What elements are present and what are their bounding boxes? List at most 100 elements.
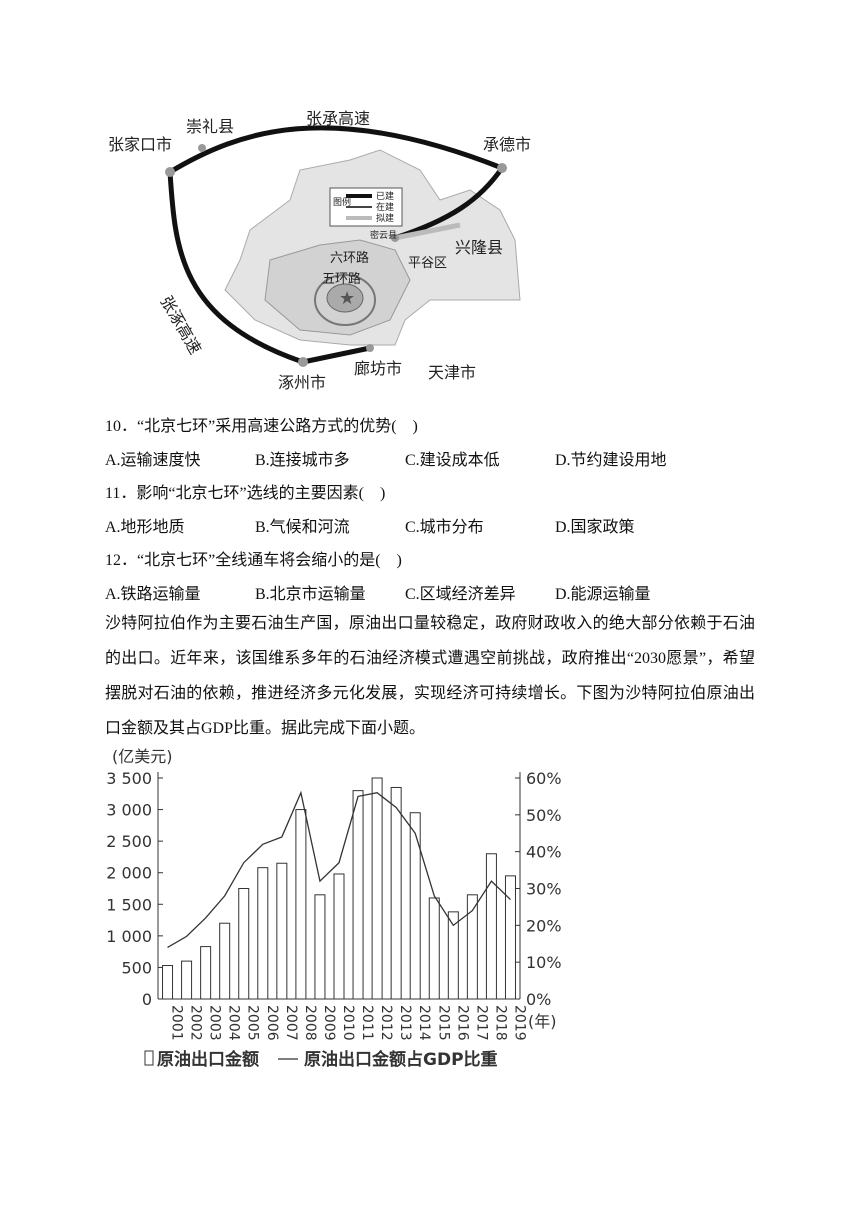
x-tick-label: 2014 <box>416 1005 432 1041</box>
x-tick-label: 2012 <box>378 1005 394 1041</box>
legend-label: 原油出口金额占GDP比重 <box>304 1049 498 1070</box>
y-tick-label: 2 500 <box>106 832 152 851</box>
option: C.建设成本低 <box>405 452 500 469</box>
bar <box>314 894 326 1000</box>
bar <box>238 888 250 1000</box>
bar <box>466 894 478 1000</box>
option: C.区域经济差异 <box>405 586 516 603</box>
x-tick-label: 2003 <box>207 1005 223 1041</box>
x-tick-label: 2001 <box>169 1005 185 1041</box>
bar <box>409 812 421 1000</box>
y-axis-label: (亿美元) <box>112 747 173 766</box>
ring5 <box>326 283 364 313</box>
x-tick-label: 2008 <box>302 1005 318 1041</box>
bar <box>200 946 212 1000</box>
bar <box>333 873 345 1000</box>
map-label: 张家口市 <box>108 135 172 154</box>
map-label: 天津市 <box>428 363 476 382</box>
map-label: 张承高速 <box>306 109 370 128</box>
question-stem: 12．“北京七环”全线通车将会缩小的是( ) <box>105 552 402 569</box>
y-tick-label: 500 <box>121 958 152 977</box>
y2-tick-label: 50% <box>526 806 562 825</box>
road-built <box>168 125 506 241</box>
y2-tick-label: 20% <box>526 916 562 935</box>
option: B.气候和河流 <box>255 519 350 536</box>
x-tick-label: 2015 <box>435 1005 451 1041</box>
option: D.国家政策 <box>555 519 635 536</box>
question-stem: 10．“北京七环”采用高速公路方式的优势( ) <box>105 418 418 435</box>
option: D.能源运输量 <box>555 586 651 603</box>
map-label: 六环路 <box>330 250 369 266</box>
x-tick-label: 2004 <box>226 1005 242 1041</box>
x-axis-label: (年) <box>528 1012 557 1031</box>
map-label: 张涿高速 <box>157 293 205 358</box>
y2-tick-label: 40% <box>526 843 562 862</box>
map-label: 图例 <box>333 196 351 208</box>
ring6 <box>314 274 376 326</box>
option: C.城市分布 <box>405 519 484 536</box>
bar <box>352 790 364 1000</box>
map-label: 已建 <box>376 190 394 202</box>
legend-label: 原油出口金额 <box>157 1049 259 1070</box>
bar <box>181 960 193 1000</box>
bar <box>276 862 288 1000</box>
option: A.铁路运输量 <box>105 586 201 603</box>
y-tick-label: 0 <box>142 990 152 1009</box>
x-tick-label: 2013 <box>397 1005 413 1041</box>
y-tick-label: 1 500 <box>106 895 152 914</box>
bar <box>257 867 269 1000</box>
x-tick-label: 2002 <box>188 1005 204 1041</box>
map-label: 廊坊市 <box>354 359 402 378</box>
y2-tick-label: 10% <box>526 953 562 972</box>
map-label: 涿州市 <box>278 373 326 392</box>
bar <box>390 786 402 1000</box>
y2-tick-label: 60% <box>526 769 562 788</box>
x-tick-label: 2007 <box>283 1005 299 1041</box>
bar <box>371 777 383 1000</box>
y-tick-label: 3 000 <box>106 801 152 820</box>
x-tick-label: 2009 <box>321 1005 337 1041</box>
y2-tick-label: 30% <box>526 880 562 899</box>
x-tick-label: 2005 <box>245 1005 261 1041</box>
map-label: 五环路 <box>322 271 361 287</box>
road-planned <box>394 222 461 241</box>
x-tick-label: 2017 <box>473 1005 489 1041</box>
map-label: 承德市 <box>483 135 531 154</box>
bar <box>447 911 459 1000</box>
x-tick-label: 2011 <box>359 1005 375 1041</box>
bar <box>504 875 516 1000</box>
option: D.节约建设用地 <box>555 452 667 469</box>
map-label: 平谷区 <box>408 256 447 271</box>
map-label: 兴隆县 <box>455 238 503 257</box>
x-tick-label: 2016 <box>454 1005 470 1041</box>
bar <box>485 853 497 1000</box>
option: B.连接城市多 <box>255 452 350 469</box>
option: A.运输速度快 <box>105 452 201 469</box>
map-label: 密云县 <box>370 229 397 241</box>
bar <box>219 922 231 1000</box>
question-stem: 11．影响“北京七环”选线的主要因素( ) <box>105 485 386 502</box>
x-tick-label: 2018 <box>492 1005 508 1041</box>
x-tick-label: 2010 <box>340 1005 356 1041</box>
bar <box>162 965 174 1000</box>
x-tick-label: 2006 <box>264 1005 280 1041</box>
star: ★ <box>339 288 355 309</box>
bar <box>295 809 307 1000</box>
y-tick-label: 3 500 <box>106 769 152 788</box>
passage: 沙特阿拉伯作为主要石油生产国，原油出口量较稳定，政府财政收入的绝大部分依赖于石油… <box>105 615 755 737</box>
x-tick-label: 2019 <box>511 1005 527 1041</box>
y-tick-label: 1 000 <box>106 927 152 946</box>
map-label: 崇礼县 <box>186 117 234 136</box>
map: ★ 张承高速 崇礼县 张家口市 承德市 图例 已建 在建 拟建 密云县 兴隆县 … <box>108 109 531 392</box>
legend-marker <box>144 1050 154 1066</box>
y-tick-label: 2 000 <box>106 864 152 883</box>
y2-tick-label: 0% <box>526 990 551 1009</box>
bar <box>428 897 440 1000</box>
map-label: 拟建 <box>376 212 394 224</box>
line <box>167 790 511 948</box>
city-dots <box>165 144 507 367</box>
road-built <box>167 171 371 365</box>
map-label: 在建 <box>376 201 394 213</box>
option: A.地形地质 <box>105 519 185 536</box>
